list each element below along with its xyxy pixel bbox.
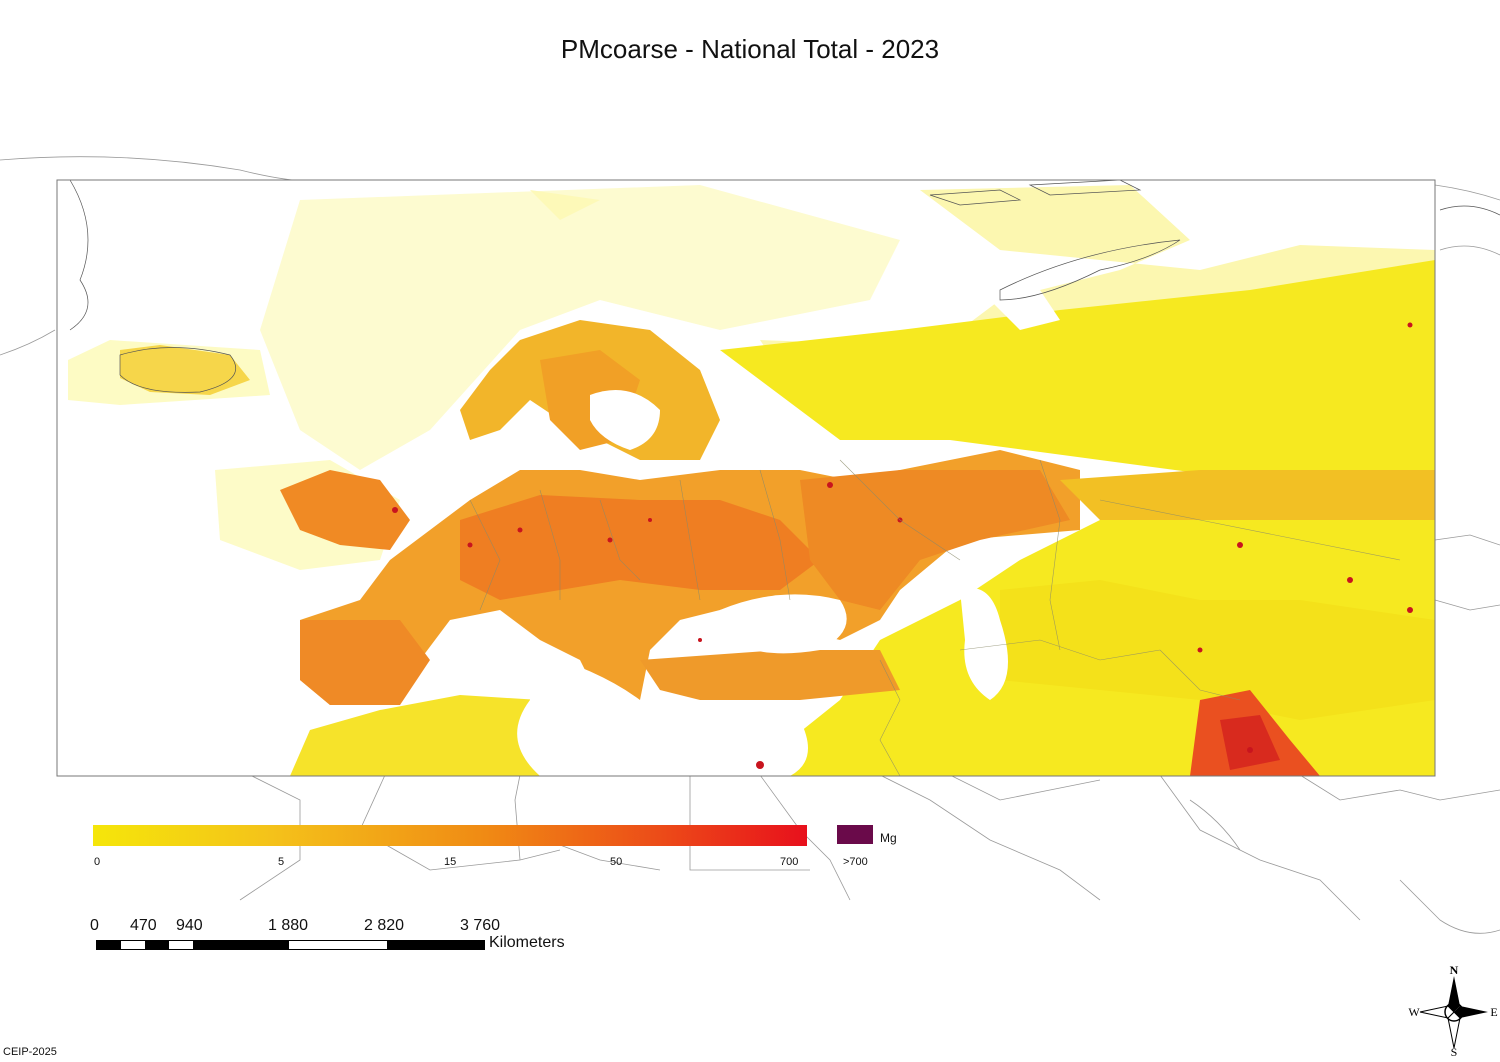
- legend-tick-4: 700: [780, 856, 799, 868]
- coastlines: [69, 179, 1500, 393]
- scale-label-0: 0: [90, 917, 99, 934]
- legend-tick-3: 50: [610, 856, 623, 868]
- hotspot-south-asia: [1190, 690, 1320, 776]
- legend-color-ramp: [93, 825, 807, 846]
- legend-tick-0: 0: [94, 856, 101, 868]
- footer-credit: CEIP-2025: [3, 1046, 57, 1058]
- scale-unit: Kilometers: [489, 934, 565, 951]
- scale-label-3: 1 880: [268, 917, 309, 934]
- legend-max-swatch: [837, 825, 873, 844]
- north-arrow-icon: N S E W: [1408, 966, 1497, 1056]
- land-orange: [120, 320, 1435, 705]
- scale-label-2: 940: [176, 917, 203, 934]
- legend-tick-2: 15: [444, 856, 457, 868]
- scale-label-1: 470: [130, 917, 157, 934]
- map-title: PMcoarse - National Total - 2023: [560, 34, 940, 64]
- scale-label-5: 3 760: [460, 917, 501, 934]
- legend-max-label: >700: [843, 856, 868, 868]
- compass-s: S: [1451, 1045, 1458, 1056]
- scale-bar: [96, 940, 485, 950]
- scale-label-4: 2 820: [364, 917, 405, 934]
- compass-n: N: [1450, 966, 1459, 977]
- hotspot-dots: [392, 322, 1413, 769]
- legend-unit: Mg: [880, 831, 897, 845]
- country-borders: [469, 459, 1401, 777]
- compass-w: W: [1408, 1005, 1420, 1019]
- legend-tick-1: 5: [278, 856, 285, 868]
- compass-e: E: [1490, 1005, 1497, 1019]
